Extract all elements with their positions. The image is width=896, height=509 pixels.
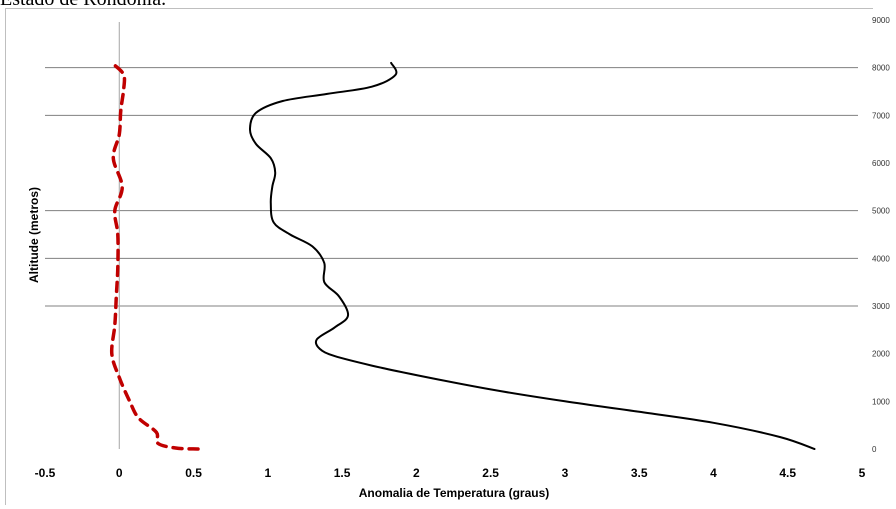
y-tick-label: 8000 <box>872 64 890 73</box>
x-tick-label: 1 <box>264 466 271 480</box>
chart-frame <box>5 8 873 505</box>
x-tick-label: -0.5 <box>35 466 56 480</box>
x-tick-label: 1.5 <box>334 466 351 480</box>
x-tick-label: 3.5 <box>631 466 648 480</box>
figure-caption: Estado de Rondônia. <box>0 0 166 11</box>
y-tick-label: 9000 <box>872 16 890 25</box>
series-layer <box>109 61 816 451</box>
x-tick-label: 2 <box>413 466 420 480</box>
y-tick-label: 5000 <box>872 207 890 216</box>
x-tick-label: 2.5 <box>482 466 499 480</box>
y-tick-label: 0 <box>872 445 877 454</box>
x-tick-label: 4.5 <box>779 466 796 480</box>
y-axis-label: Altitude (metros) <box>27 187 41 283</box>
x-tick-label: 0.5 <box>185 466 202 480</box>
y-tick-label: 1000 <box>872 397 890 406</box>
gridlines <box>45 22 858 449</box>
series-line-2 <box>109 63 200 451</box>
y-axis-right: 0 1000 2000 3000 4000 5000 6000 7000 8000 9000 <box>872 16 890 454</box>
x-axis: -0.5 0 0.5 1 1.5 2 2.5 3 3.5 4 4.5 5 <box>35 466 866 480</box>
y-tick-label: 7000 <box>872 111 890 120</box>
x-tick-label: 3 <box>562 466 569 480</box>
x-tick-label: 5 <box>859 466 866 480</box>
x-axis-label: Anomalia de Temperatura (graus) <box>359 486 550 500</box>
series-line-1 <box>249 61 816 450</box>
x-tick-label: 4 <box>710 466 717 480</box>
y-tick-label: 6000 <box>872 159 890 168</box>
y-tick-label: 3000 <box>872 302 890 311</box>
y-tick-label: 2000 <box>872 350 890 359</box>
y-tick-label: 4000 <box>872 254 890 263</box>
x-tick-label: 0 <box>116 466 123 480</box>
